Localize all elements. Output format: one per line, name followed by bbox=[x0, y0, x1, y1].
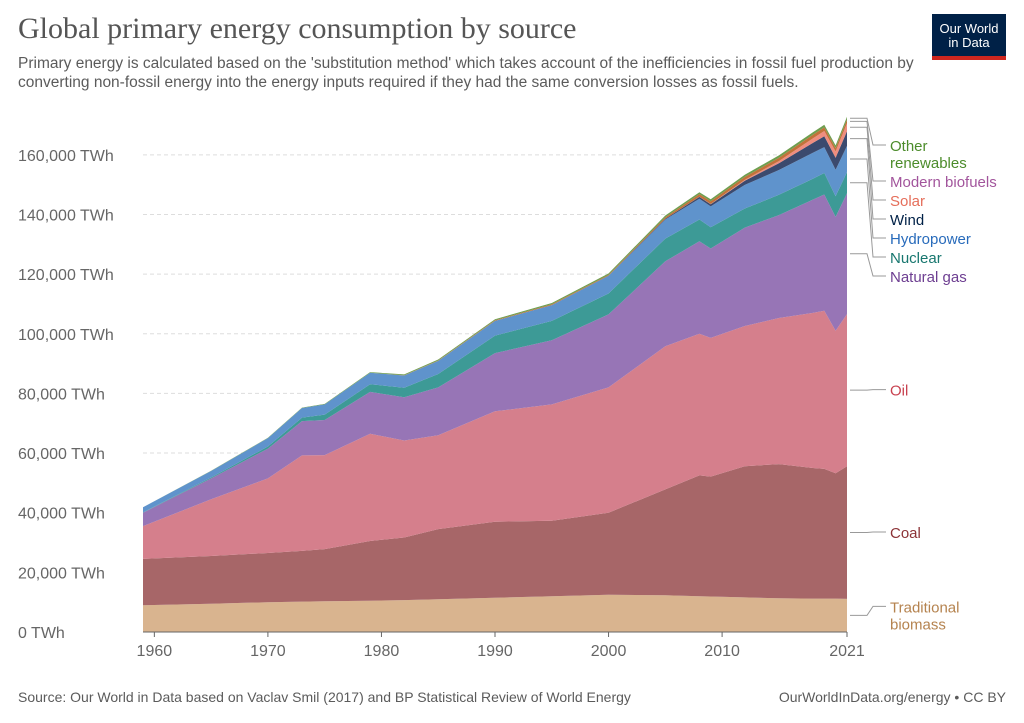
legend-connector bbox=[850, 531, 886, 533]
source-link[interactable]: OurWorldInData.org/energy • CC BY bbox=[778, 689, 1006, 705]
area-traditional-biomass bbox=[143, 594, 847, 632]
axes: 0 TWh 20,000 TWh 40,000 TWh 60,000 TWh 80,00… bbox=[18, 148, 865, 660]
logo-line-1: Our World bbox=[939, 21, 999, 36]
legend-connector bbox=[850, 117, 886, 146]
legend-label: Traditional bbox=[890, 599, 959, 616]
legend-label: Nuclear bbox=[890, 250, 942, 267]
area-nuclear bbox=[143, 172, 847, 513]
legend-connector bbox=[850, 126, 886, 201]
area-wind bbox=[143, 131, 847, 508]
x-tick-label: 2000 bbox=[591, 643, 627, 660]
x-tick-label: 1970 bbox=[250, 643, 286, 660]
chart-subtitle: Primary energy is calculated based on th… bbox=[18, 55, 914, 91]
legend-label: Oil bbox=[890, 383, 908, 400]
x-tick-label: 1980 bbox=[364, 643, 400, 660]
legend-connector bbox=[850, 158, 886, 239]
legend-connector bbox=[850, 120, 886, 182]
logo-line-2: in Data bbox=[948, 35, 990, 50]
area-coal bbox=[143, 464, 847, 606]
legend-label: Modern biofuels bbox=[890, 174, 997, 191]
legend-connector bbox=[850, 389, 886, 391]
legend-label: biomass bbox=[890, 616, 946, 633]
stacked-area-chart: 0 TWh 20,000 TWh 40,000 TWh 60,000 TWh 80,00… bbox=[18, 116, 997, 660]
legend-connector bbox=[850, 253, 886, 277]
x-tick-label: 2021 bbox=[829, 643, 865, 660]
legend-label: Hydropower bbox=[890, 231, 971, 248]
legend-label: Coal bbox=[890, 525, 921, 542]
legend-label: Solar bbox=[890, 193, 925, 210]
area-oil bbox=[143, 310, 847, 559]
chart-title: Global primary energy consumption by sou… bbox=[18, 12, 577, 45]
y-tick-label: 0 TWh bbox=[18, 625, 65, 642]
legend-label: Wind bbox=[890, 212, 924, 229]
y-tick-label: 100,000 TWh bbox=[18, 327, 114, 344]
owid-logo[interactable]: Our World in Data bbox=[932, 14, 1006, 60]
x-tick-label: 2010 bbox=[704, 643, 740, 660]
legend-label: renewables bbox=[890, 155, 967, 172]
legend-label: Other bbox=[890, 138, 928, 155]
legend-connector bbox=[850, 605, 886, 616]
y-tick-label: 60,000 TWh bbox=[18, 446, 105, 463]
x-tick-label: 1990 bbox=[477, 643, 513, 660]
x-tick-label: 1960 bbox=[137, 643, 173, 660]
area-series bbox=[143, 116, 847, 632]
y-tick-label: 160,000 TWh bbox=[18, 148, 114, 165]
y-tick-label: 140,000 TWh bbox=[18, 207, 114, 224]
y-tick-label: 40,000 TWh bbox=[18, 506, 105, 523]
area-hydropower bbox=[143, 145, 847, 513]
source-note: Source: Our World in Data based on Vacla… bbox=[18, 689, 631, 705]
y-tick-label: 80,000 TWh bbox=[18, 386, 105, 403]
legend-label: Natural gas bbox=[890, 269, 967, 286]
legend-connector bbox=[850, 138, 886, 220]
legend-connector bbox=[850, 182, 886, 258]
y-tick-label: 120,000 TWh bbox=[18, 267, 114, 284]
y-tick-label: 20,000 TWh bbox=[18, 565, 105, 582]
area-natural-gas bbox=[143, 193, 847, 527]
